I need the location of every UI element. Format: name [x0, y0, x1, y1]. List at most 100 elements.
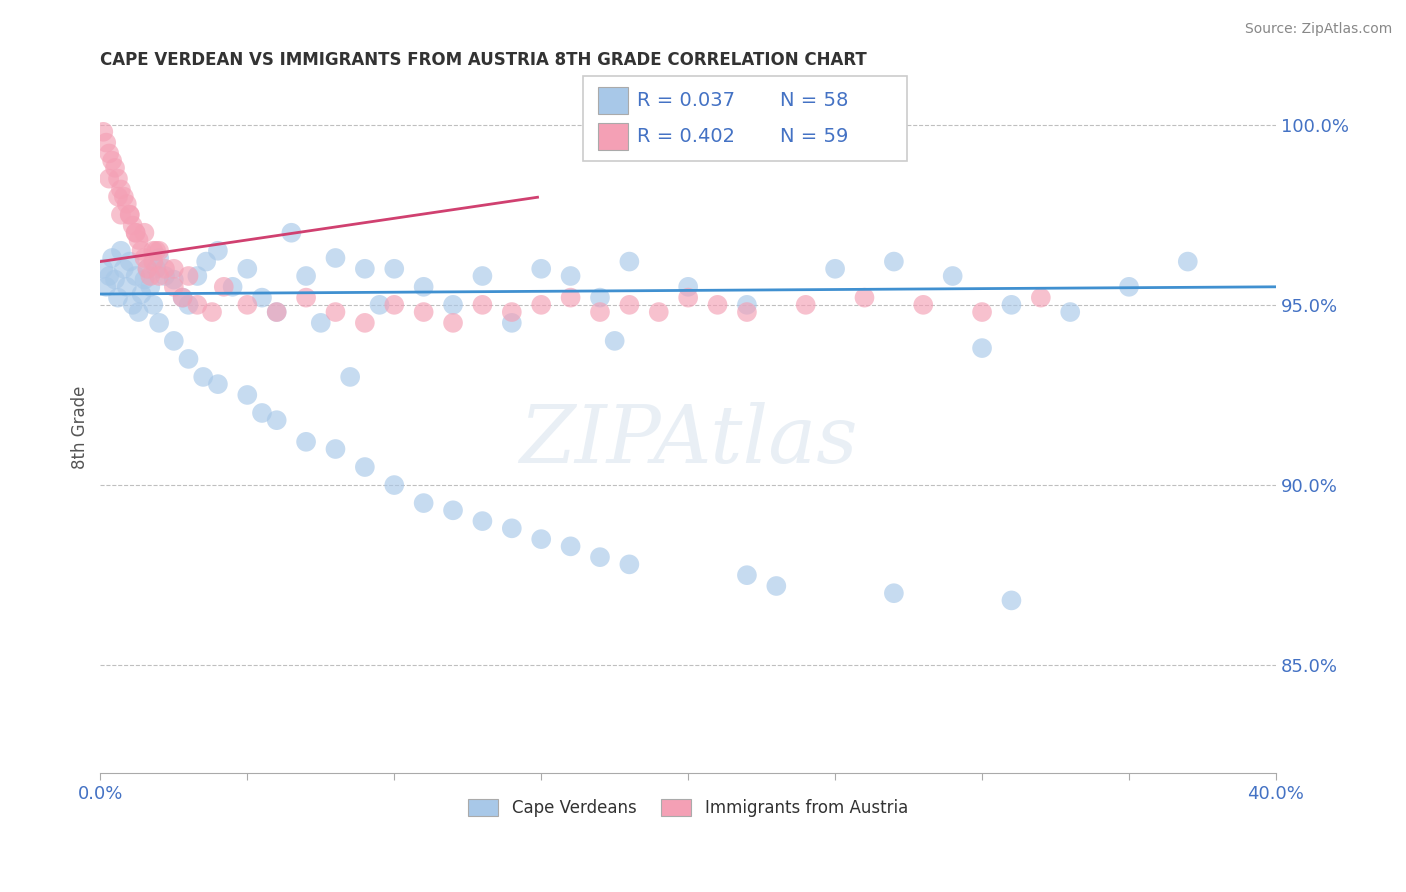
- Point: [883, 586, 905, 600]
- Point: [193, 370, 215, 384]
- Point: [735, 305, 758, 319]
- Point: [177, 268, 200, 283]
- Point: [619, 254, 641, 268]
- Point: [98, 146, 121, 161]
- Point: [603, 334, 626, 348]
- Point: [186, 268, 208, 283]
- Point: [1118, 280, 1140, 294]
- Point: [118, 208, 141, 222]
- Point: [96, 136, 118, 150]
- Text: Source: ZipAtlas.com: Source: ZipAtlas.com: [1244, 22, 1392, 37]
- Point: [163, 272, 186, 286]
- Point: [970, 341, 993, 355]
- Point: [124, 226, 146, 240]
- Y-axis label: 8th Grade: 8th Grade: [72, 385, 89, 469]
- Point: [128, 233, 150, 247]
- Point: [706, 298, 728, 312]
- Point: [589, 305, 612, 319]
- Text: N = 58: N = 58: [780, 91, 849, 111]
- Point: [236, 298, 259, 312]
- Point: [266, 413, 288, 427]
- Point: [735, 298, 758, 312]
- Point: [441, 298, 464, 312]
- Point: [530, 298, 553, 312]
- Point: [207, 244, 229, 258]
- Point: [145, 261, 167, 276]
- Point: [325, 251, 347, 265]
- Point: [101, 251, 124, 265]
- Point: [382, 298, 405, 312]
- Point: [382, 478, 405, 492]
- Point: [441, 316, 464, 330]
- Point: [1029, 291, 1052, 305]
- Point: [560, 539, 582, 553]
- Point: [1000, 298, 1022, 312]
- Point: [309, 316, 332, 330]
- Point: [368, 298, 391, 312]
- Point: [163, 261, 186, 276]
- Point: [110, 208, 132, 222]
- Point: [139, 268, 162, 283]
- Legend: Cape Verdeans, Immigrants from Austria: Cape Verdeans, Immigrants from Austria: [461, 792, 915, 824]
- Point: [131, 244, 153, 258]
- Point: [250, 406, 273, 420]
- Point: [172, 291, 194, 305]
- Point: [131, 287, 153, 301]
- Point: [501, 316, 523, 330]
- Point: [207, 377, 229, 392]
- Point: [530, 261, 553, 276]
- Point: [98, 268, 121, 283]
- Point: [142, 244, 165, 258]
- Point: [471, 298, 494, 312]
- Point: [221, 280, 243, 294]
- Point: [471, 268, 494, 283]
- Point: [110, 182, 132, 196]
- Point: [136, 261, 159, 276]
- Point: [142, 298, 165, 312]
- Point: [128, 305, 150, 319]
- Point: [1177, 254, 1199, 268]
- Point: [91, 125, 114, 139]
- Point: [107, 190, 129, 204]
- Point: [110, 244, 132, 258]
- Point: [648, 305, 671, 319]
- Point: [153, 268, 176, 283]
- Point: [163, 334, 186, 348]
- Point: [121, 298, 143, 312]
- Text: R = 0.037: R = 0.037: [637, 91, 735, 111]
- Point: [148, 244, 170, 258]
- Point: [619, 558, 641, 572]
- Point: [325, 305, 347, 319]
- Point: [139, 280, 162, 294]
- Point: [145, 244, 167, 258]
- Point: [266, 305, 288, 319]
- Point: [212, 280, 235, 294]
- Point: [124, 226, 146, 240]
- Point: [382, 261, 405, 276]
- Point: [121, 219, 143, 233]
- Point: [619, 298, 641, 312]
- Point: [118, 254, 141, 268]
- Point: [1000, 593, 1022, 607]
- Text: R = 0.402: R = 0.402: [637, 127, 735, 146]
- Point: [96, 280, 118, 294]
- Point: [824, 261, 846, 276]
- Point: [295, 434, 318, 449]
- Point: [177, 298, 200, 312]
- Point: [412, 305, 434, 319]
- Point: [236, 261, 259, 276]
- Point: [912, 298, 935, 312]
- Point: [195, 254, 218, 268]
- Point: [280, 226, 302, 240]
- Point: [325, 442, 347, 456]
- Text: CAPE VERDEAN VS IMMIGRANTS FROM AUSTRIA 8TH GRADE CORRELATION CHART: CAPE VERDEAN VS IMMIGRANTS FROM AUSTRIA …: [100, 51, 868, 69]
- Point: [104, 161, 127, 175]
- Point: [970, 305, 993, 319]
- Point: [134, 251, 156, 265]
- Point: [112, 261, 135, 276]
- Point: [339, 370, 361, 384]
- Point: [501, 521, 523, 535]
- Point: [589, 291, 612, 305]
- Point: [101, 153, 124, 168]
- Point: [295, 291, 318, 305]
